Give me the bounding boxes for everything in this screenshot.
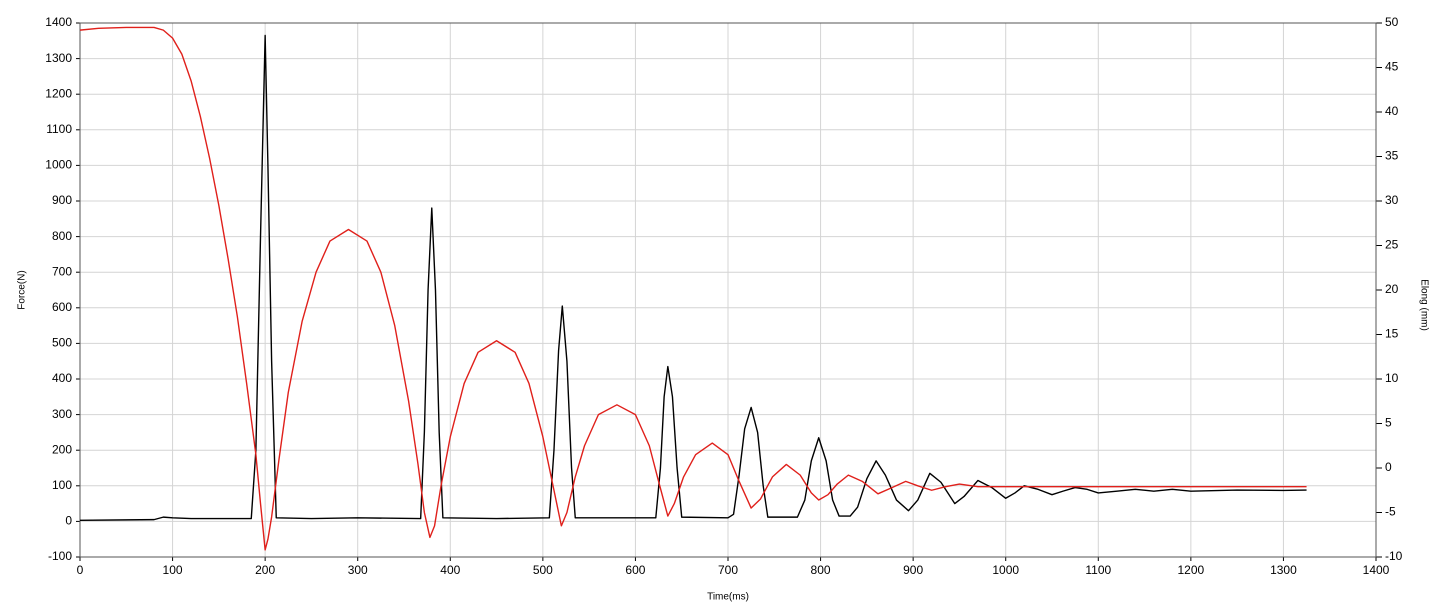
y-tick-label: 1100 [46, 122, 72, 136]
y-tick-label: 1000 [45, 158, 72, 172]
x-tick-label: 1100 [1085, 563, 1111, 577]
y2-tick-label: 5 [1385, 416, 1392, 430]
y-tick-label: 1200 [45, 86, 72, 100]
x-tick-label: 0 [77, 563, 84, 577]
data-line [79, 26, 1307, 551]
y2-tick-label: 20 [1385, 282, 1399, 296]
y2-tick-label: -5 [1385, 505, 1396, 519]
x-tick-label: 500 [533, 563, 553, 577]
y-tick-label: 600 [52, 300, 72, 314]
x-tick-label: 100 [163, 563, 183, 577]
x-tick-label: 700 [718, 563, 738, 577]
y2-axis-label: Elong (mm) [1418, 279, 1429, 331]
x-tick-label: 300 [348, 563, 368, 577]
x-tick-label: 200 [255, 563, 275, 577]
y-tick-label: 0 [65, 514, 72, 528]
y-tick-label: 800 [52, 229, 72, 243]
x-tick-label: 1200 [1178, 563, 1205, 577]
y2-tick-label: 50 [1385, 15, 1399, 29]
x-tick-label: 1000 [992, 563, 1019, 577]
y-tick-label: 1400 [45, 15, 72, 29]
plot-frame [79, 22, 1377, 558]
y-tick-label: 700 [52, 264, 72, 278]
y-tick-label: 300 [52, 407, 72, 421]
x-axis-label: Time(ms) [707, 592, 749, 603]
data-line [79, 34, 1307, 522]
y2-tick-label: 45 [1385, 60, 1399, 74]
y2-tick-label: -10 [1385, 549, 1403, 563]
y-tick-label: 400 [52, 371, 72, 385]
x-tick-label: 600 [625, 563, 645, 577]
x-tick-label: 1300 [1270, 563, 1297, 577]
y2-tick-label: 10 [1385, 371, 1399, 385]
y-tick-label: -100 [48, 549, 72, 563]
y-tick-label: 500 [52, 336, 72, 350]
y2-tick-label: 40 [1385, 104, 1399, 118]
x-tick-label: 800 [811, 563, 831, 577]
y-tick-label: 1300 [45, 51, 72, 65]
y-tick-label: 200 [52, 442, 72, 456]
x-tick-label: 400 [440, 563, 460, 577]
y2-tick-label: 15 [1385, 327, 1399, 341]
y-tick-label: 900 [52, 193, 72, 207]
y2-tick-label: 25 [1385, 238, 1399, 252]
y2-tick-label: 0 [1385, 460, 1392, 474]
y2-tick-label: 30 [1385, 193, 1399, 207]
y2-tick-label: 35 [1385, 149, 1399, 163]
y-tick-label: 100 [52, 478, 72, 492]
x-tick-label: 1400 [1363, 563, 1390, 577]
y-axis-label: Force(N) [17, 270, 28, 309]
x-tick-label: 900 [903, 563, 923, 577]
